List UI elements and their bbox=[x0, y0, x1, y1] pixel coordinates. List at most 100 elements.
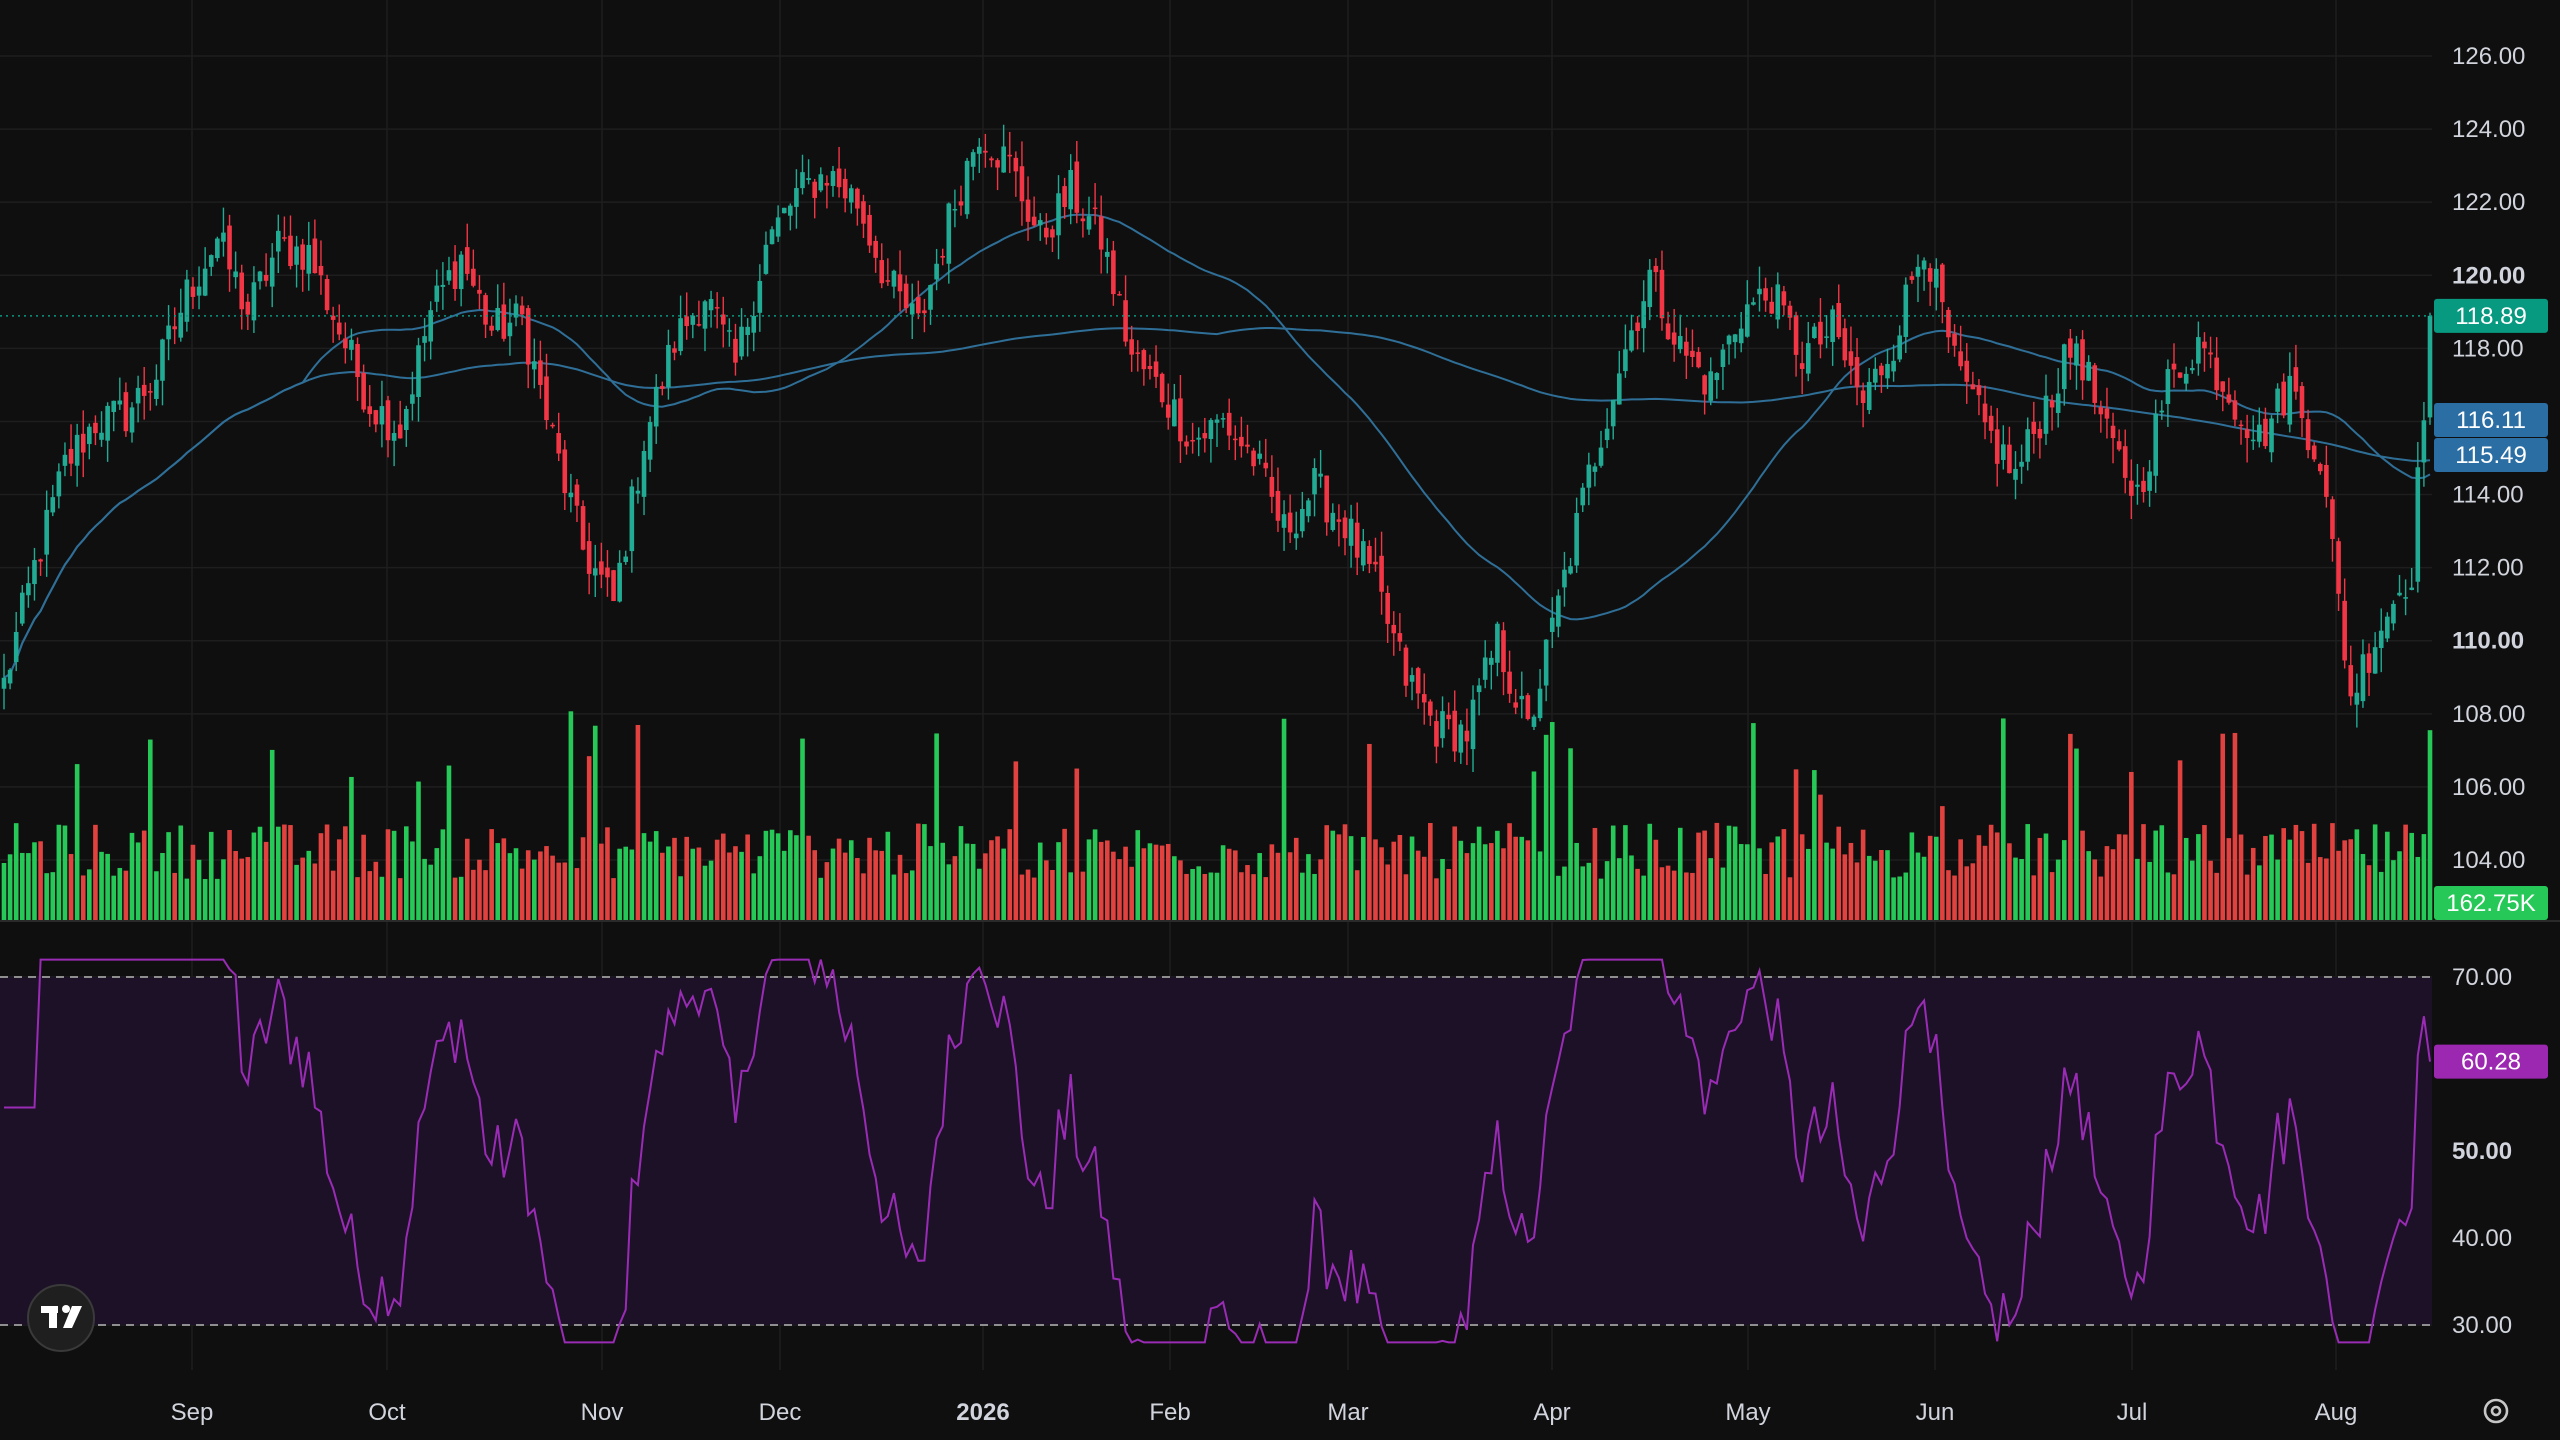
chart-settings-button[interactable] bbox=[2483, 1398, 2509, 1424]
candle bbox=[38, 558, 43, 576]
volume-bar bbox=[1781, 829, 1787, 920]
rsi-path bbox=[4, 958, 2431, 1344]
volume-bar bbox=[1854, 862, 1860, 920]
candle-body bbox=[1354, 522, 1360, 558]
volume-bar bbox=[574, 868, 580, 920]
candle bbox=[861, 194, 866, 239]
candle bbox=[2232, 390, 2238, 427]
candle bbox=[349, 328, 354, 361]
volume-bar bbox=[1836, 826, 1842, 920]
volume-bar bbox=[501, 838, 507, 920]
volume-bar bbox=[1659, 867, 1665, 920]
volume-bar bbox=[1397, 834, 1403, 920]
candle bbox=[1214, 414, 1220, 447]
candle-body bbox=[1580, 487, 1586, 506]
volume-bar bbox=[1300, 872, 1305, 920]
volume-bar bbox=[105, 853, 110, 920]
volume-bar bbox=[989, 840, 994, 920]
candle-body bbox=[1476, 685, 1482, 693]
candle-body bbox=[1403, 647, 1409, 686]
candle bbox=[2068, 328, 2073, 380]
candle bbox=[2208, 336, 2213, 369]
candle-body bbox=[312, 238, 318, 274]
volume-bar bbox=[1580, 866, 1586, 920]
volume-bar bbox=[2244, 874, 2250, 920]
candle bbox=[1580, 483, 1586, 513]
candle-body bbox=[916, 297, 921, 314]
tradingview-logo-button[interactable] bbox=[27, 1284, 95, 1352]
candle bbox=[1994, 408, 2000, 487]
candle-body bbox=[263, 274, 269, 281]
candle bbox=[1379, 531, 1384, 615]
volume-bar bbox=[2409, 832, 2415, 920]
candle bbox=[2013, 451, 2018, 500]
volume-bar bbox=[976, 868, 982, 920]
candle-body bbox=[2196, 337, 2201, 364]
candle-body bbox=[1842, 328, 1848, 361]
candle bbox=[2001, 425, 2006, 470]
volume-bar bbox=[1409, 836, 1415, 920]
candle bbox=[1342, 510, 1348, 556]
candle-body bbox=[1946, 309, 1951, 338]
time-axis[interactable]: Sep Oct Nov Dec 2026 Feb Mar Apr May Jun Jul Aug bbox=[171, 1399, 2358, 1426]
candle bbox=[1385, 585, 1390, 643]
volume-bar bbox=[2299, 831, 2305, 920]
candle bbox=[446, 256, 452, 285]
candle bbox=[1690, 329, 1695, 368]
volume-bar bbox=[336, 839, 342, 920]
candle bbox=[361, 364, 366, 413]
candle-body bbox=[111, 400, 117, 412]
candle bbox=[696, 300, 702, 327]
candle-body bbox=[507, 322, 513, 337]
candle bbox=[2116, 429, 2122, 452]
candle bbox=[1696, 347, 1701, 369]
candle-body bbox=[452, 261, 458, 289]
candle bbox=[2244, 414, 2250, 463]
candle bbox=[1836, 284, 1842, 340]
candle bbox=[1860, 382, 1866, 428]
volume-bar bbox=[1111, 851, 1116, 920]
candle bbox=[1537, 669, 1543, 722]
candle-body bbox=[1348, 518, 1354, 546]
volume-bar bbox=[934, 733, 939, 920]
candle bbox=[68, 424, 74, 477]
volume-bar bbox=[2013, 857, 2018, 920]
candle bbox=[275, 214, 281, 273]
time-label: Oct bbox=[368, 1399, 406, 1426]
volume-bar bbox=[2129, 771, 2134, 920]
candle-body bbox=[1184, 441, 1189, 447]
volume-bar bbox=[404, 826, 409, 920]
candle bbox=[1738, 311, 1744, 353]
candle bbox=[2171, 343, 2177, 388]
candle bbox=[952, 189, 958, 228]
candle bbox=[1470, 685, 1476, 773]
volume-bar bbox=[1342, 824, 1348, 920]
volume-bar bbox=[440, 829, 446, 920]
volume-bar bbox=[1897, 876, 1902, 920]
volume-bar bbox=[848, 840, 854, 920]
candle-body bbox=[653, 386, 659, 427]
candle-body bbox=[842, 178, 848, 199]
candle-body bbox=[1117, 294, 1122, 296]
candle bbox=[830, 165, 836, 197]
candle-body bbox=[221, 232, 226, 242]
candle bbox=[397, 400, 403, 439]
candle-body bbox=[1501, 630, 1506, 673]
candle-body bbox=[38, 559, 43, 562]
time-label: Jul bbox=[2117, 1399, 2148, 1426]
candle-body bbox=[751, 315, 757, 333]
volume-bar bbox=[2189, 860, 2195, 920]
volume-bar bbox=[1098, 841, 1104, 920]
candle bbox=[1446, 702, 1451, 730]
volume-bar bbox=[824, 862, 830, 920]
volume-bar bbox=[611, 878, 616, 920]
candle bbox=[2415, 441, 2421, 593]
candle-body bbox=[318, 265, 324, 276]
candle-body bbox=[556, 433, 561, 454]
candle bbox=[2403, 579, 2408, 616]
candle bbox=[623, 550, 629, 565]
volume-bar bbox=[769, 829, 775, 920]
candle bbox=[1013, 151, 1019, 197]
candle bbox=[727, 318, 732, 347]
